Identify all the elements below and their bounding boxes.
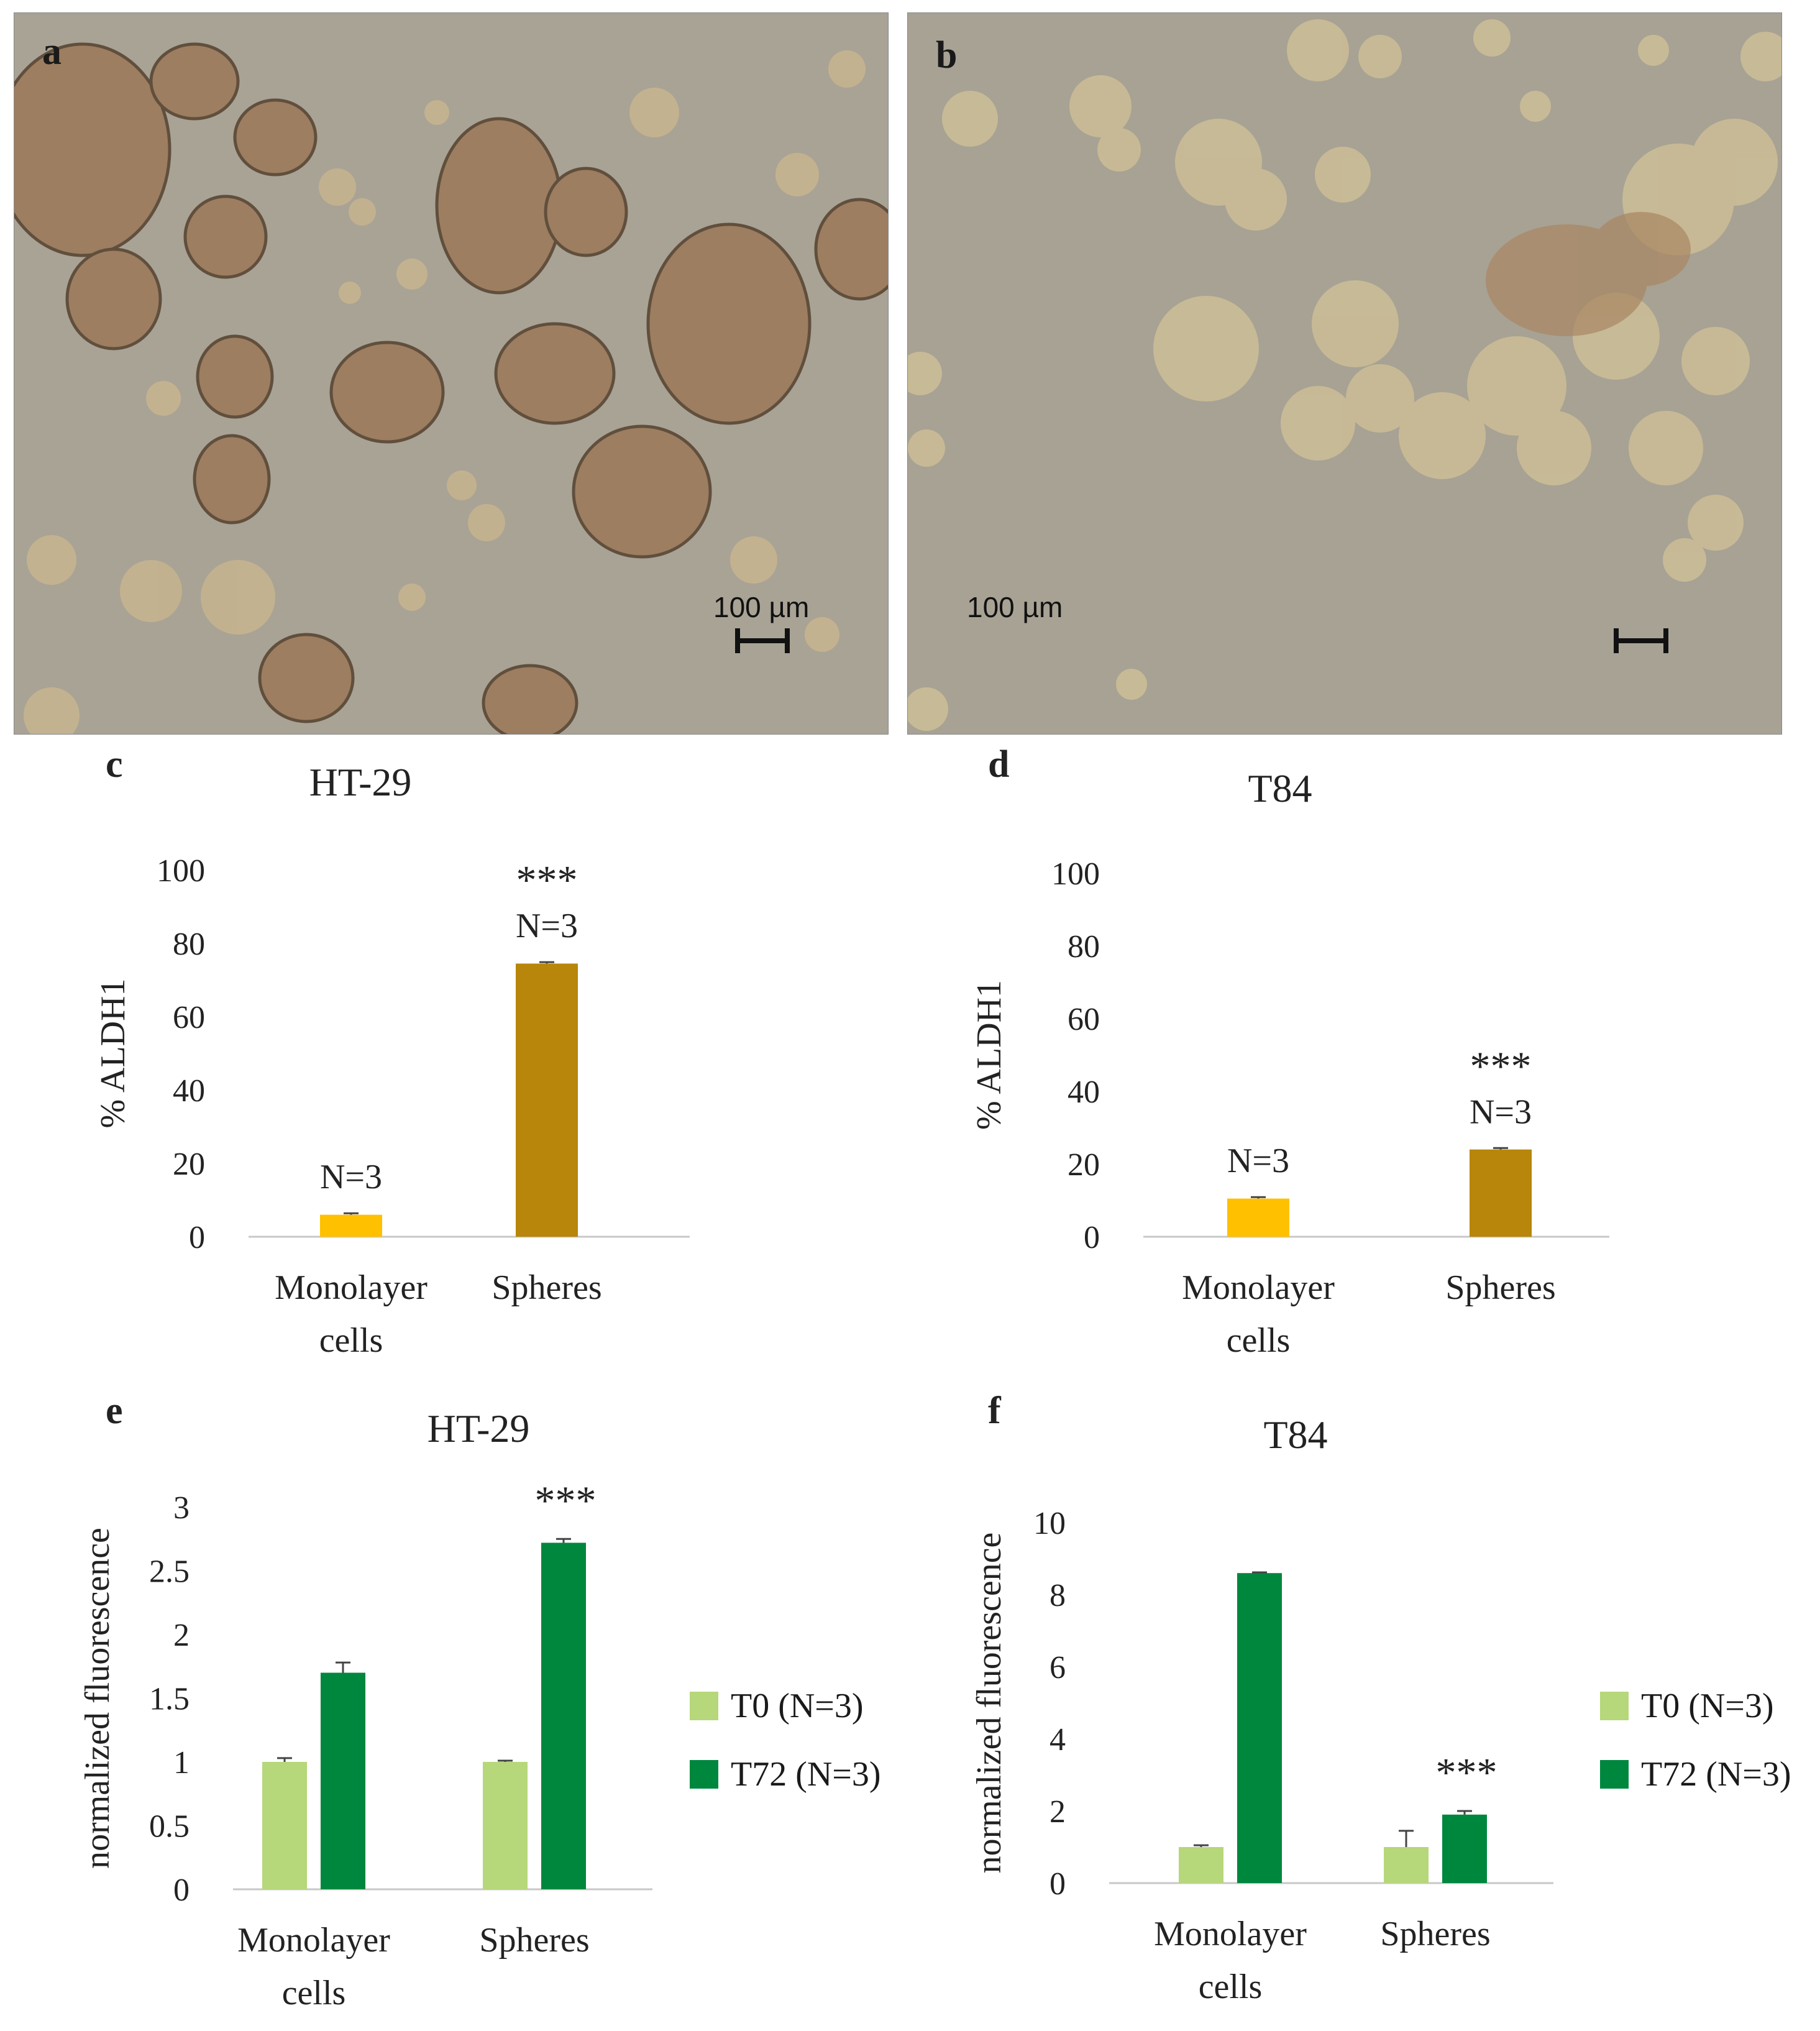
bar-spheres xyxy=(516,963,578,1237)
y-tick-label: 3 xyxy=(173,1490,190,1526)
significance-marker: *** xyxy=(1470,1043,1532,1089)
legend-label: T0 (N=3) xyxy=(731,1687,864,1725)
y-tick-label: 8 xyxy=(1049,1578,1066,1613)
bar-t0 xyxy=(483,1762,528,1889)
chart-f-svg: f T84 0 2 4 6 8 10 normalized fluorescence Monola… xyxy=(970,1390,1553,2006)
y-tick-label: 60 xyxy=(1068,1002,1100,1037)
chart-d-svg: d T84 0 20 40 60 80 100 % ALDH1 Monolayer cells Sph… xyxy=(970,743,1609,1360)
y-tick-label: 100 xyxy=(1051,856,1100,892)
bar-t0 xyxy=(1384,1847,1429,1883)
x-category-label: cells xyxy=(319,1321,383,1360)
bar-t0 xyxy=(262,1762,307,1889)
chart-c-svg: c HT-29 0 20 40 60 80 100 % ALDH1 Monolayer cells S… xyxy=(94,743,690,1360)
y-axis-label: normalized fluorescence xyxy=(78,1528,117,1869)
sample-size-label: N=3 xyxy=(320,1158,382,1196)
legend-item: T72 (N=3) xyxy=(690,1740,881,1809)
x-category-label: Spheres xyxy=(1445,1268,1555,1307)
significance-marker: *** xyxy=(516,858,578,903)
x-category-label: Monolayer xyxy=(1182,1268,1335,1307)
micrograph-a-image xyxy=(14,13,888,734)
scale-bar-label-b: 100 µm xyxy=(967,591,1063,623)
sample-size-label: N=3 xyxy=(1470,1093,1532,1131)
bar-spheres xyxy=(1470,1149,1532,1237)
panel-letter-b: b xyxy=(936,34,958,76)
legend-swatch xyxy=(1600,1692,1629,1720)
micrograph-a xyxy=(14,12,889,735)
chart-f-fluorescence-t84: f T84 0 2 4 6 8 10 normalized fluorescence Monola… xyxy=(895,1390,1790,2017)
y-tick-label: 20 xyxy=(1068,1147,1100,1183)
y-tick-label: 0.5 xyxy=(149,1809,190,1845)
bar-t72 xyxy=(321,1672,365,1889)
chart-title: T84 xyxy=(1263,1413,1327,1457)
legend-item: T0 (N=3) xyxy=(1600,1672,1791,1740)
y-tick-label: 60 xyxy=(173,1000,205,1035)
x-category-label: Spheres xyxy=(492,1268,601,1307)
y-tick-label: 4 xyxy=(1049,1722,1066,1758)
x-category-label: Spheres xyxy=(479,1921,589,1960)
legend-f: T0 (N=3) T72 (N=3) xyxy=(1600,1672,1791,1809)
micrograph-b xyxy=(907,12,1782,735)
legend-swatch xyxy=(690,1760,718,1789)
x-category-label: cells xyxy=(1199,1968,1263,2006)
bar-monolayer xyxy=(320,1214,382,1237)
bar-t72 xyxy=(1237,1573,1282,1883)
x-category-label: cells xyxy=(1227,1321,1291,1360)
y-tick-label: 2.5 xyxy=(149,1554,190,1590)
y-tick-label: 80 xyxy=(1068,929,1100,965)
y-tick-label: 2 xyxy=(173,1618,190,1653)
chart-e-fluorescence-ht29: e HT-29 0 0.5 1 1.5 2 2.5 3 normalized fluorescen… xyxy=(0,1390,895,2017)
legend-e: T0 (N=3) T72 (N=3) xyxy=(690,1672,881,1809)
y-tick-label: 2 xyxy=(1049,1794,1066,1830)
bar-t72 xyxy=(1442,1814,1487,1883)
x-category-label: Monolayer xyxy=(1154,1915,1307,1953)
y-tick-label: 10 xyxy=(1033,1506,1066,1541)
micrograph-b-image xyxy=(908,13,1781,734)
legend-item: T72 (N=3) xyxy=(1600,1740,1791,1809)
scale-bar-label-a: 100 µm xyxy=(713,591,810,623)
chart-title: HT-29 xyxy=(309,760,412,804)
x-category-label: Spheres xyxy=(1380,1915,1490,1953)
chart-title: T84 xyxy=(1248,766,1312,810)
y-tick-label: 0 xyxy=(1084,1220,1100,1255)
y-axis-label: normalized fluorescence xyxy=(970,1533,1008,1874)
legend-label: T72 (N=3) xyxy=(1641,1755,1791,1794)
y-tick-label: 0 xyxy=(1049,1866,1066,1902)
bar-monolayer xyxy=(1227,1198,1289,1237)
y-tick-label: 80 xyxy=(173,927,205,962)
legend-label: T72 (N=3) xyxy=(731,1755,881,1794)
y-axis-label: % ALDH1 xyxy=(970,980,1008,1130)
chart-title: HT-29 xyxy=(428,1406,530,1451)
y-tick-label: 1 xyxy=(173,1745,190,1781)
y-tick-label: 0 xyxy=(173,1873,190,1908)
y-tick-label: 40 xyxy=(173,1073,205,1109)
x-category-label: Monolayer xyxy=(237,1921,390,1960)
y-tick-label: 6 xyxy=(1049,1650,1066,1685)
panel-letter-e: e xyxy=(106,1392,123,1432)
significance-marker: *** xyxy=(535,1478,597,1523)
x-category-label: cells xyxy=(282,1974,346,2012)
panel-letter-a: a xyxy=(42,30,62,73)
panel-letter-c: c xyxy=(106,743,123,786)
y-axis-label: % ALDH1 xyxy=(94,978,132,1128)
y-tick-label: 20 xyxy=(173,1147,205,1182)
panel-letter-f: f xyxy=(988,1392,1002,1432)
significance-marker: *** xyxy=(1436,1750,1498,1795)
sample-size-label: N=3 xyxy=(516,907,578,945)
legend-item: T0 (N=3) xyxy=(690,1672,881,1740)
bar-t72 xyxy=(541,1543,586,1889)
x-category-label: Monolayer xyxy=(275,1268,428,1307)
bar-t0 xyxy=(1179,1847,1223,1883)
panel-letter-d: d xyxy=(988,743,1009,786)
chart-c-aldh1-ht29: c HT-29 0 20 40 60 80 100 % ALDH1 Monolayer cells S… xyxy=(0,740,895,1395)
legend-label: T0 (N=3) xyxy=(1641,1687,1774,1725)
y-tick-label: 1.5 xyxy=(149,1682,190,1717)
chart-d-aldh1-t84: d T84 0 20 40 60 80 100 % ALDH1 Monolayer cells Sph… xyxy=(895,740,1790,1395)
sample-size-label: N=3 xyxy=(1227,1142,1289,1180)
legend-swatch xyxy=(690,1692,718,1720)
y-tick-label: 0 xyxy=(189,1220,205,1255)
legend-swatch xyxy=(1600,1760,1629,1789)
y-tick-label: 40 xyxy=(1068,1075,1100,1110)
chart-e-svg: e HT-29 0 0.5 1 1.5 2 2.5 3 normalized fluorescen… xyxy=(78,1390,652,2012)
y-tick-label: 100 xyxy=(157,853,205,889)
